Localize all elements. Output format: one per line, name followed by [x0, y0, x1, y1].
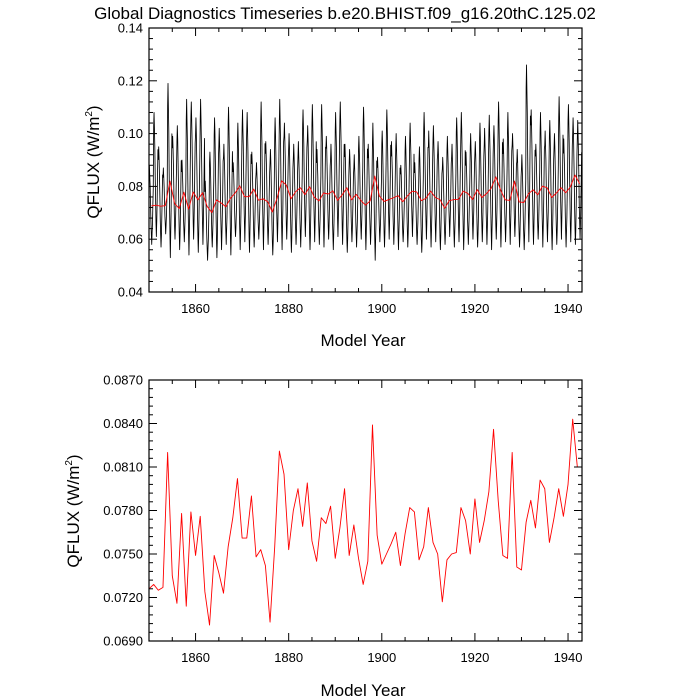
annual-y-tick-label: 0.0750 [103, 547, 143, 562]
annual-x-tick-label: 1920 [460, 650, 489, 665]
monthly-y-tick-label: 0.12 [118, 73, 143, 88]
monthly-axes: 1860 1880 1900 1920 1940 0.04 0.06 0.08 0.10 0.12… [118, 21, 583, 317]
figure-title: Global Diagnostics Timeseries b.e20.BHIS… [94, 4, 596, 23]
annual-plot-area [148, 418, 578, 626]
annual-series-annual-mean [148, 418, 578, 626]
monthly-x-tick-label: 1940 [554, 301, 583, 316]
monthly-x-axis-label: Model Year [320, 331, 405, 350]
annual-y-tick-label: 0.0780 [103, 503, 143, 518]
monthly-y-tick-label: 0.04 [118, 285, 143, 300]
annual-y-tick-label: 0.0720 [103, 590, 143, 605]
annual-y-tick-label: 0.0690 [103, 634, 143, 649]
annual-y-tick-label: 0.0840 [103, 416, 143, 431]
annual-axes: 1860 1880 1900 1920 1940 0.0690 0.0720 0.0750 0.… [103, 373, 582, 666]
monthly-y-tick-label: 0.10 [118, 126, 143, 141]
monthly-plot-area [148, 64, 583, 261]
annual-y-tick-label: 0.0870 [103, 373, 143, 388]
monthly-x-tick-label: 1880 [274, 301, 303, 316]
annual-plot-frame [148, 379, 583, 642]
monthly-timeseries-panel: 1860 1880 1900 1920 1940 0.04 0.06 0.08 0.10 0.12… [84, 21, 583, 350]
annual-x-tick-label: 1860 [181, 650, 210, 665]
annual-y-tick-label: 0.0810 [103, 460, 143, 475]
monthly-series-monthly [148, 64, 583, 261]
monthly-x-tick-label: 1860 [181, 301, 210, 316]
monthly-x-tick-label: 1920 [460, 301, 489, 316]
monthly-series-annual-mean [151, 174, 581, 213]
monthly-y-tick-label: 0.08 [118, 179, 143, 194]
annual-x-tick-label: 1900 [367, 650, 396, 665]
annual-y-axis-label: QFLUX (W/m2) [64, 454, 83, 567]
monthly-plot-frame [148, 27, 583, 293]
annual-x-tick-label: 1940 [554, 650, 583, 665]
annual-x-tick-label: 1880 [274, 650, 303, 665]
monthly-y-tick-label: 0.14 [118, 21, 143, 36]
annual-x-axis-label: Model Year [320, 681, 405, 700]
monthly-y-axis-label: QFLUX (W/m2) [84, 105, 103, 218]
monthly-x-tick-label: 1900 [367, 301, 396, 316]
annual-mean-panel: 1860 1880 1900 1920 1940 0.0690 0.0720 0.0750 0.… [64, 373, 583, 700]
monthly-y-tick-label: 0.06 [118, 232, 143, 247]
